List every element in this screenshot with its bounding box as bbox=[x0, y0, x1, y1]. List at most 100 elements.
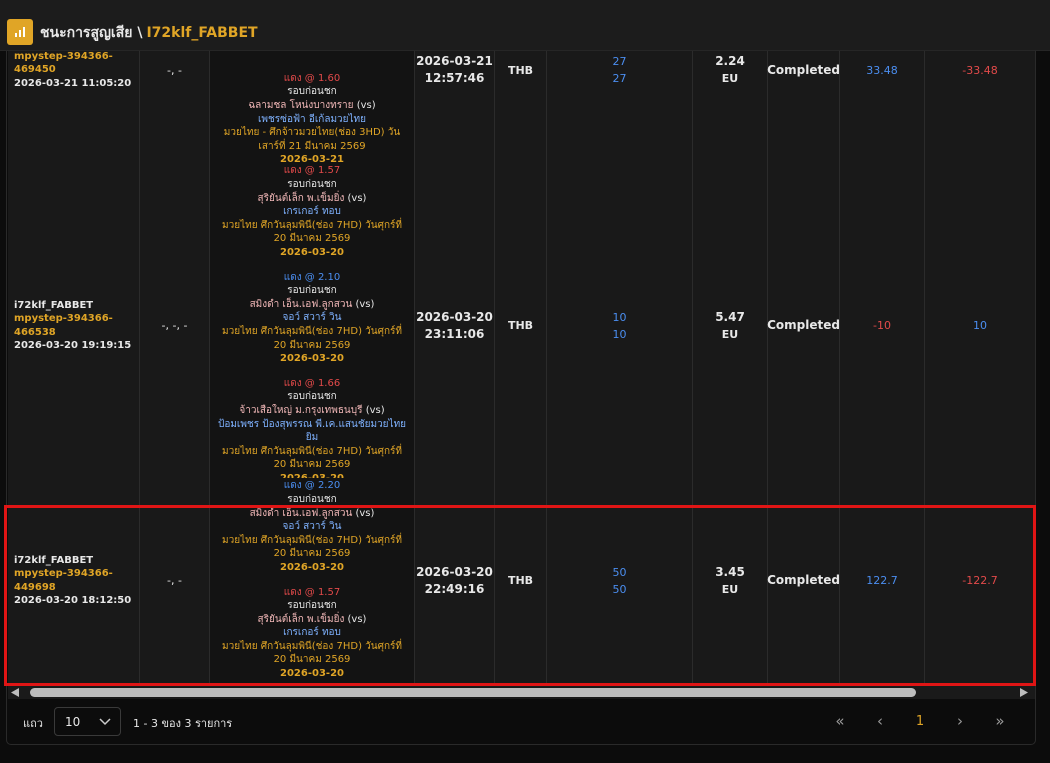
bet-home-line: จ้าวเสือใหญ่ ม.กรุงเทพธนบุรี (vs) bbox=[216, 404, 408, 418]
currency-cell: THB bbox=[495, 173, 547, 478]
status: Completed bbox=[767, 318, 840, 332]
page-nav[interactable]: ‹ bbox=[877, 712, 883, 730]
account: mpystep-394366-466538 bbox=[14, 313, 113, 338]
scroll-right[interactable] bbox=[1019, 688, 1029, 697]
stake: 27 bbox=[612, 55, 627, 68]
account: mpystep-394366-469450 bbox=[14, 50, 113, 76]
status: Completed bbox=[767, 62, 840, 77]
bet: แดง @ 1.66 รอบก่อนชก จ้าวเสือใหญ่ ม.กรุงเท… bbox=[216, 377, 408, 486]
stake-cell: 50 50 bbox=[547, 478, 693, 683]
amount: -33.48 bbox=[962, 63, 998, 77]
bet-date: 2026-03-20 bbox=[280, 561, 344, 573]
created: 2026-03-20 18:12:50 bbox=[14, 595, 132, 606]
scroll-left[interactable] bbox=[10, 688, 20, 697]
bet-date: 2026-03-21 bbox=[280, 154, 344, 166]
vs-label: (vs) bbox=[355, 507, 375, 519]
status: Completed bbox=[767, 573, 840, 587]
bet-date: 2026-03-20 bbox=[280, 353, 344, 365]
amount-cell: -10 bbox=[840, 173, 925, 478]
bet-round: รอบก่อนชก bbox=[287, 86, 337, 98]
page-size-select[interactable]: 10 bbox=[54, 707, 121, 736]
page-nav[interactable]: » bbox=[995, 712, 1005, 730]
selection-cell: -, -, - bbox=[140, 173, 210, 478]
odds-type: EU bbox=[721, 582, 739, 596]
selection: -, - bbox=[167, 574, 182, 587]
table-frame bbox=[6, 50, 1036, 745]
title-text: ชนะการสูญเสีย \ bbox=[40, 25, 143, 41]
bet-home: สุริยันต์เล็ก พ.เข็มยิ่ง bbox=[257, 192, 345, 204]
bet-odds: แดง @ 1.57 bbox=[283, 586, 341, 598]
h-scrollbar[interactable] bbox=[8, 686, 1035, 699]
bet-date: 2026-03-21 bbox=[416, 54, 493, 68]
highlight-box bbox=[4, 505, 1036, 686]
amount: 10 bbox=[973, 319, 987, 332]
title-user: I72klf_FABBET bbox=[146, 25, 258, 41]
bet-time: 12:57:46 bbox=[424, 71, 485, 85]
bet-away: จอว์ สวาร์ วิน bbox=[282, 521, 342, 533]
amount-cell: 122.7 bbox=[840, 478, 925, 683]
bet-league: มวยไทย - ศึกจ้าวมวยไทย(ช่อง 3HD) วันเสาร… bbox=[223, 127, 401, 152]
bet-round: รอบก่อนชก bbox=[287, 285, 337, 297]
bet-away: เกรเกอร์ ทอบ bbox=[283, 627, 341, 639]
bet-date: 2026-03-20 bbox=[416, 564, 493, 579]
bet-home-line: สมิงดำ เอ็น.เอฟ.ลูกสวน (vs) bbox=[216, 507, 408, 521]
chevron bbox=[99, 718, 111, 726]
amount-cell: 10 bbox=[925, 173, 1035, 478]
bet-away: เกรเกอร์ ทอบ bbox=[283, 206, 341, 218]
title: ชนะการสูญเสีย \ I72klf_FABBET bbox=[40, 22, 258, 44]
bet-away: จอว์ สวาร์ วิน bbox=[282, 312, 342, 324]
page-nav[interactable]: › bbox=[957, 712, 963, 730]
bet-odds: แดง @ 1.66 bbox=[283, 377, 341, 389]
odds-type: EU bbox=[721, 327, 739, 341]
account: mpystep-394366-449698 bbox=[14, 568, 113, 593]
selection: -, -, - bbox=[161, 319, 188, 332]
table-row: i72klf_FABBET mpystep-394366-466538 2026-0… bbox=[8, 165, 1035, 484]
bet-odds: แดง @ 1.57 bbox=[283, 165, 341, 177]
bet-home-line: สมิงดำ เอ็น.เอฟ.ลูกสวน (vs) bbox=[216, 298, 408, 312]
page-current[interactable]: 1 bbox=[915, 714, 925, 729]
stake: 10 bbox=[612, 310, 627, 324]
bet-odds: แดง @ 2.10 bbox=[283, 271, 341, 283]
currency: THB bbox=[507, 574, 534, 587]
amount-cell: -122.7 bbox=[925, 478, 1035, 683]
stake: 50 bbox=[612, 565, 627, 579]
bet-round: รอบก่อนชก bbox=[287, 179, 337, 191]
bets-cell: แดง @ 1.57 รอบก่อนชก สุริยันต์เล็ก พ.เข็มย… bbox=[210, 165, 415, 484]
bet-home: จ้าวเสือใหญ่ ม.กรุงเทพธนบุรี bbox=[239, 404, 363, 416]
selection: -, - bbox=[167, 63, 182, 77]
bet: แดง @ 2.20 รอบก่อนชก สมิงดำ เอ็น.เอฟ.ลูกสว… bbox=[216, 479, 408, 574]
vs-label: (vs) bbox=[347, 613, 367, 625]
bet: แดง @ 1.57 รอบก่อนชก สุริยันต์เล็ก พ.เข็มย… bbox=[216, 164, 408, 259]
date-cell: 2026-03-20 23:11:06 bbox=[415, 173, 495, 478]
amount: -10 bbox=[873, 319, 891, 332]
bet-time: 23:11:06 bbox=[424, 326, 485, 341]
status-cell: Completed bbox=[767, 173, 840, 478]
page-nav[interactable]: « bbox=[835, 712, 845, 730]
vs-label: (vs) bbox=[365, 404, 385, 416]
account-cell: i72klf_FABBET mpystep-394366-449698 2026-0… bbox=[8, 478, 140, 683]
footer: แถว 10 1 - 3 ของ 3 รายการ « ‹ 1 › » bbox=[8, 700, 1035, 744]
bet-round: รอบก่อนชก bbox=[287, 600, 337, 612]
vs-label: (vs) bbox=[355, 298, 375, 310]
odds: 5.47 bbox=[715, 309, 745, 324]
bet-home: ฉลามชล โหน่งบางทราย bbox=[248, 100, 354, 112]
bet-away: ป้อมเพชร ป้องสุพรรณ พี.เค.แสนชัยมวยไทยยิ… bbox=[217, 418, 407, 444]
bet-odds: แดง @ 1.60 bbox=[283, 72, 341, 84]
scroll-thumb[interactable] bbox=[30, 688, 916, 697]
currency-cell: THB bbox=[495, 478, 547, 683]
bet-league: มวยไทย ศึกวันลุมพินี(ช่อง 7HD) วันศุกร์ท… bbox=[222, 219, 402, 245]
user: i72klf_FABBET bbox=[14, 299, 94, 311]
table-row: i72klf_FABBET mpystep-394366-449698 2026-0… bbox=[8, 478, 1035, 684]
bet-away: เพชรซ่อฟ้า อีเก้ลมวยไทย bbox=[258, 113, 366, 125]
bet-home: สุริยันต์เล็ก พ.เข็มยิ่ง bbox=[257, 613, 345, 625]
user: i72klf_FABBET bbox=[14, 554, 94, 566]
amount: 33.48 bbox=[866, 63, 898, 77]
created: 2026-03-20 19:19:15 bbox=[14, 340, 132, 351]
bet: แดง @ 1.57 รอบก่อนชก สุริยันต์เล็ก พ.เข็มย… bbox=[216, 586, 408, 681]
app-icon bbox=[7, 19, 33, 45]
odds-cell: 5.47 EU bbox=[693, 173, 768, 478]
bet: แดง @ 2.10 รอบก่อนชก สมิงดำ เอ็น.เอฟ.ลูกสว… bbox=[216, 271, 408, 366]
status-cell: Completed bbox=[767, 478, 840, 683]
header: ชนะการสูญเสีย \ I72klf_FABBET bbox=[0, 0, 1050, 51]
